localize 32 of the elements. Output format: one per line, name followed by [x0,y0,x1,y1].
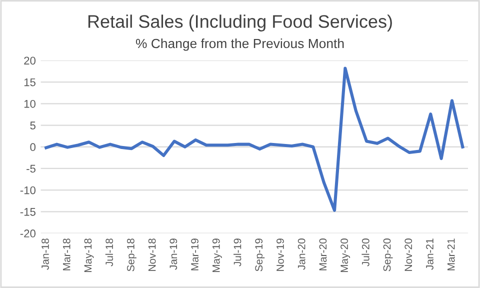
x-tick-label: Sep-19 [255,238,265,272]
y-tick-label: 15 [24,78,36,86]
x-tick-label: Sep-20 [383,238,393,272]
x-tick-label: Jul-19 [234,238,242,266]
x-tick-label: Nov-18 [148,238,156,271]
x-tick-label: Jan-18 [42,238,49,270]
x-tick-label: Mar-18 [62,238,70,270]
x-tick-label: Jan-19 [170,238,178,270]
line-series [44,66,464,212]
x-tick-label: Sep-18 [127,238,136,272]
chart-title: Retail Sales (Including Food Services) [88,14,392,32]
x-tick-label: May-20 [340,238,350,272]
x-tick-label: Mar-19 [191,238,198,270]
x-tick-label: Mar-21 [447,238,455,270]
x-tick-label: Nov-20 [404,238,412,271]
y-tick-label: -20 [20,230,36,238]
x-tick-label: Nov-19 [276,238,284,271]
y-tick-label: 20 [24,56,36,65]
y-tick-label: 5 [30,122,36,130]
x-tick-label: Jan-20 [298,238,306,270]
y-tick-label: 10 [24,100,36,108]
x-tick-label: May-19 [212,238,222,272]
y-tick-label: 0 [30,143,36,152]
chart-subtitle: % Change from the Previous Month [136,38,344,51]
x-tick-label: Mar-20 [319,238,327,270]
y-tick-label: -5 [26,164,36,173]
x-tick-label: Jan-21 [426,238,434,270]
x-tick-label: Jul-20 [362,238,370,266]
y-tick-label: -10 [20,186,36,194]
x-tick-label: Jul-18 [105,238,114,266]
y-tick-label: -15 [20,208,36,216]
x-tick-label: May-18 [84,238,94,272]
